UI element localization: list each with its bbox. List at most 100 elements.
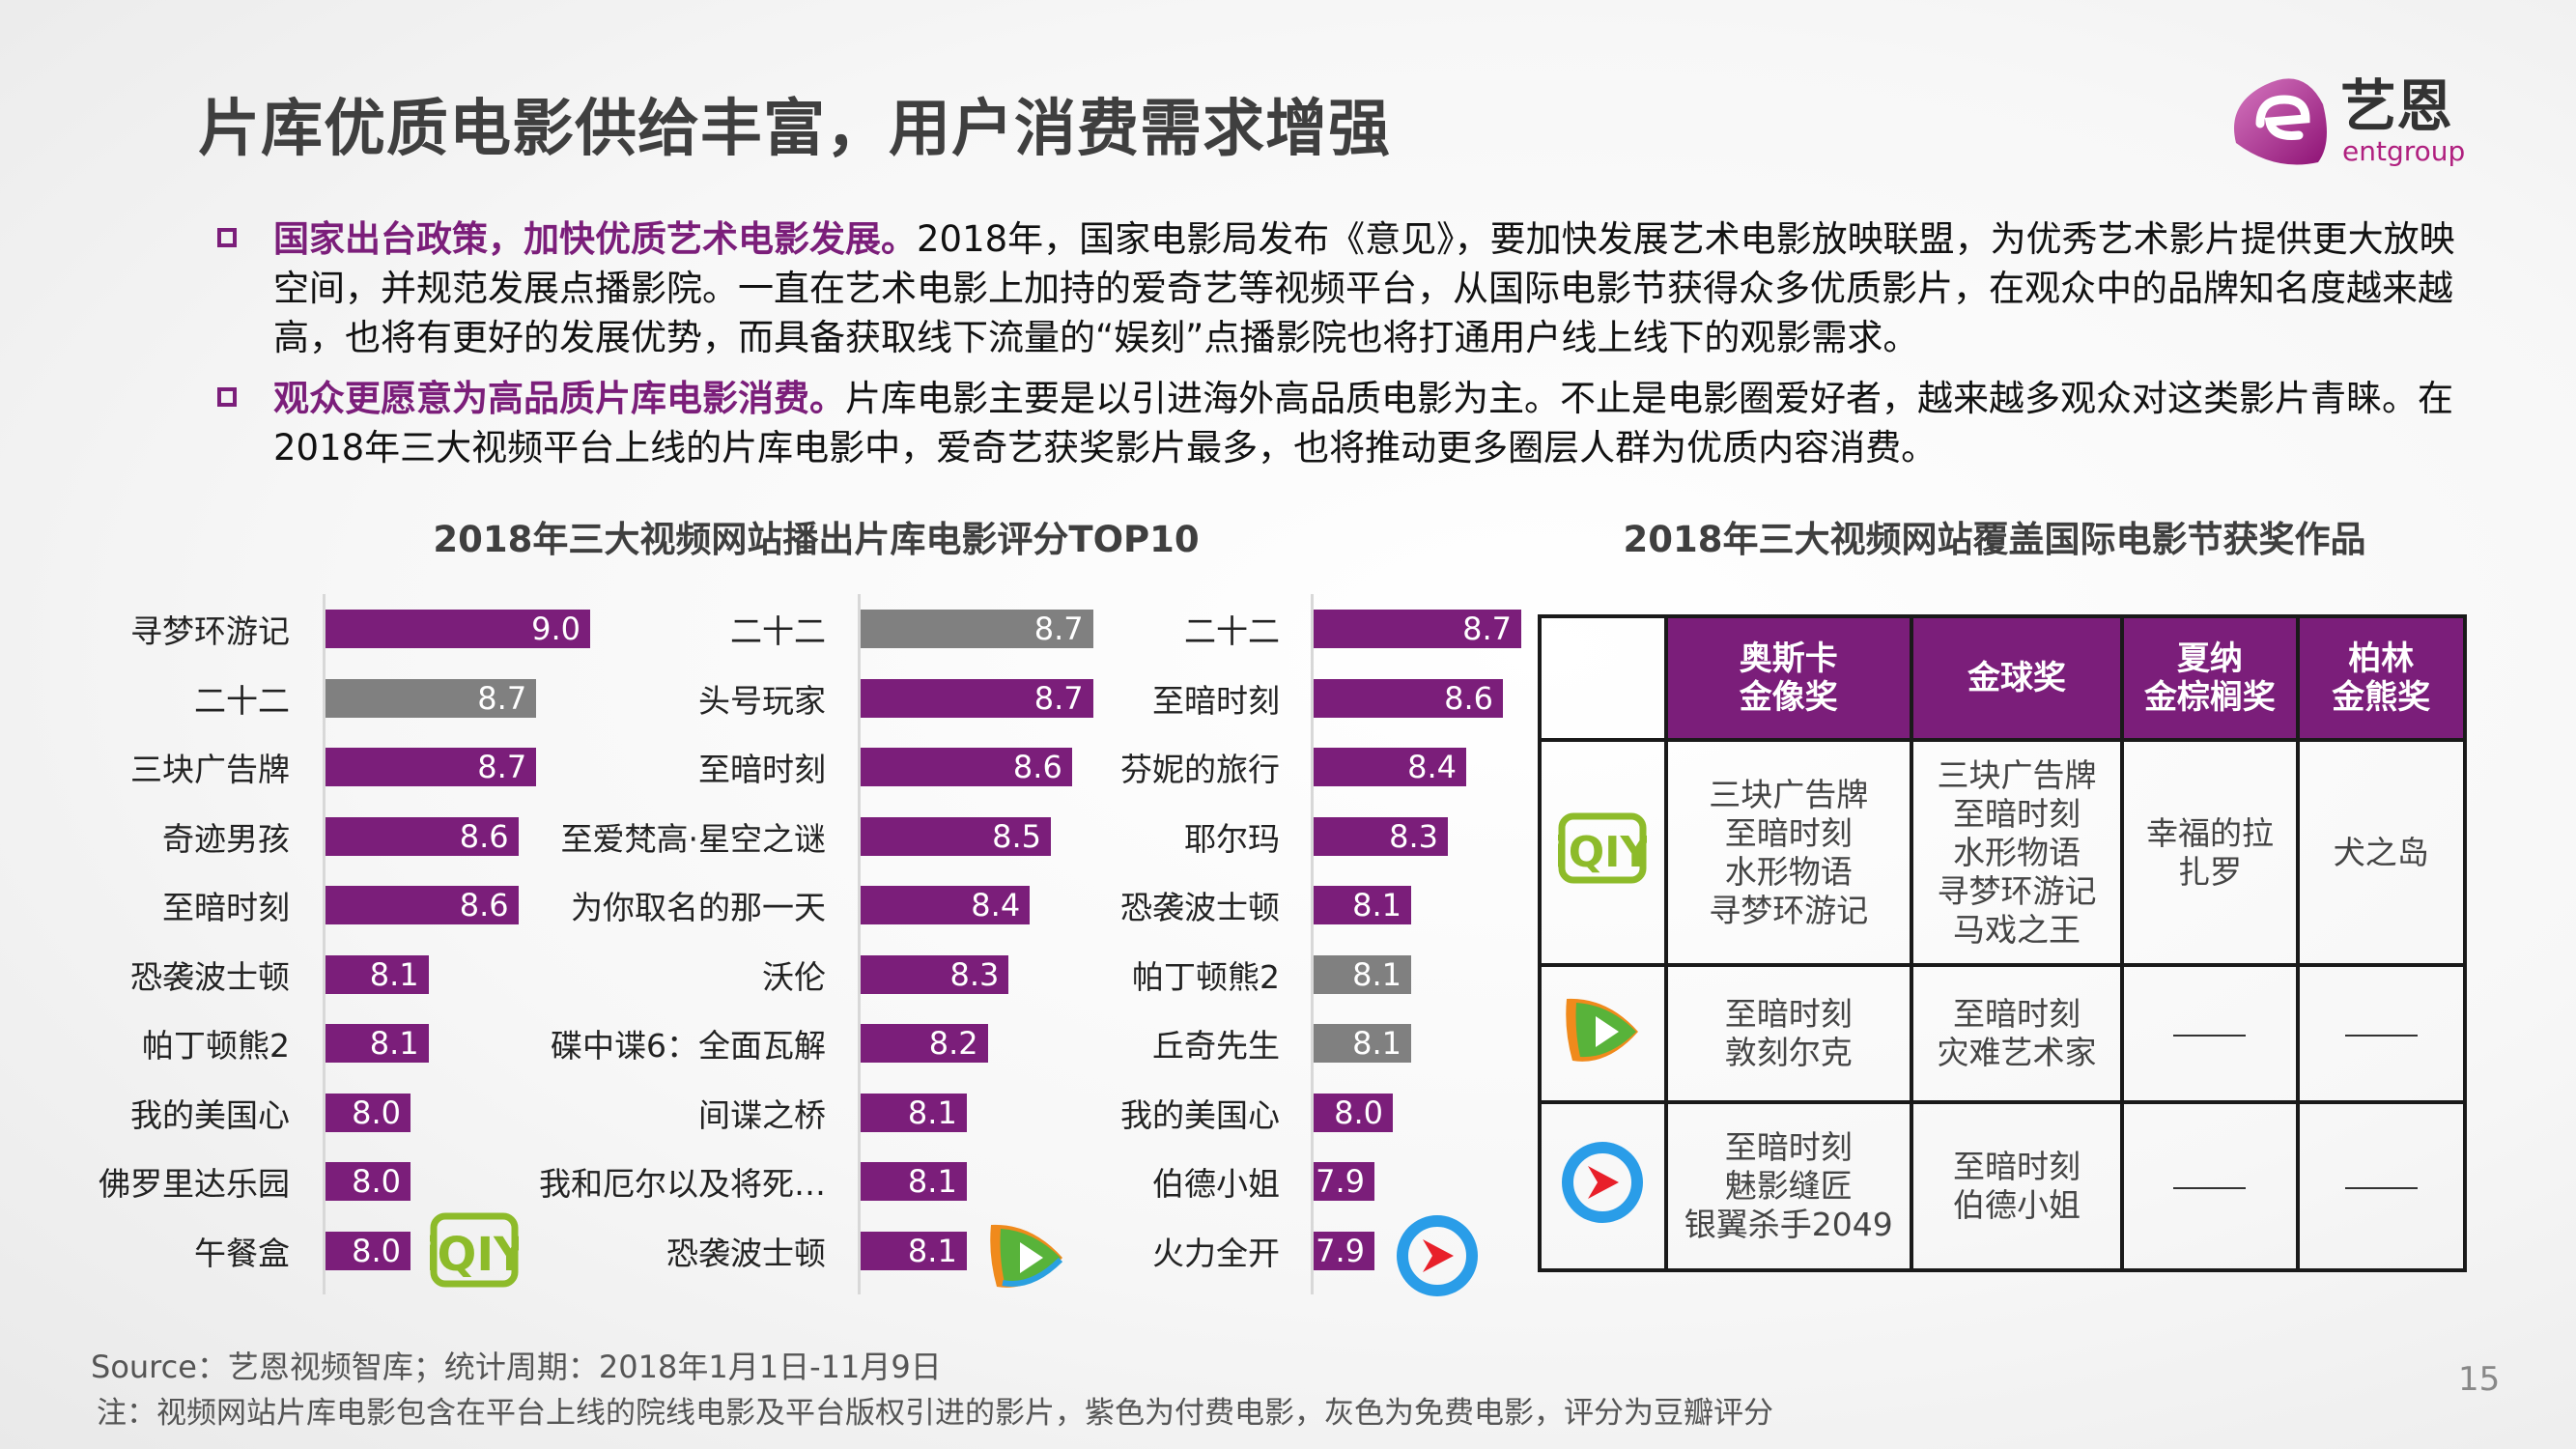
data-label: 7.9 [1316,1163,1365,1200]
category-label: 帕丁顿熊2 [1132,957,1280,996]
category-label: 芬妮的旅行 [1120,751,1280,788]
header-label: 奥斯卡 金像奖 [1739,639,1838,717]
data-label: 8.0 [352,1163,401,1200]
bar: 8.0 [326,1093,410,1132]
bar: 8.1 [326,954,429,994]
svg-text:艺恩: 艺恩 [2340,73,2452,139]
header-cannes: 夏纳 金棕榈奖 [2120,614,2300,742]
cell-text: 三块广告牌 至暗时刻 水形物语 寻梦环游记 马戏之王 [1937,755,2097,949]
table-cell: 至暗时刻 敦刻尔克 [1663,963,1913,1104]
table-cell [2295,1100,2468,1272]
data-label: 8.4 [1407,749,1457,785]
table-title: 2018年三大视频网站覆盖国际电影节获奖作品 [1623,519,2366,560]
dash-cell [2173,1014,2247,1052]
data-label: 8.4 [971,887,1021,923]
bar: 8.0 [326,1231,410,1270]
cell-text: 三块广告牌 至暗时刻 水形物语 寻梦环游记 [1709,775,1869,929]
header-label: 金球奖 [1967,659,2066,697]
bullet-consumption: 观众更愿意为高品质片库电影消费。片库电影主要是以引进海外高品质电影为主。不止是电… [217,374,2458,472]
data-label: 8.1 [1352,955,1401,993]
dash-mark [2173,1186,2247,1189]
chart-title: 2018年三大视频网站播出片库电影评分TOP10 [433,519,1200,560]
category-label: 我的美国心 [130,1095,290,1134]
header-oscar: 奥斯卡 金像奖 [1663,614,1913,742]
bullet-text: 2018年，国家电影局发布《意见》，要加快发展艺术电影放映联盟，为优秀艺术影片提… [273,218,2455,358]
table-header-row: 奥斯卡 金像奖 金球奖 夏纳 金棕榈奖 柏林 金熊奖 [1538,614,2468,742]
data-label: 8.2 [928,1025,978,1062]
bar: 8.2 [861,1024,988,1063]
bar: 8.1 [1314,1024,1411,1063]
data-label: 8.7 [1462,611,1512,647]
bar-chart-iqiyi: 寻梦环游记 9.0 二十二 8.7 三块广告牌 8.7 奇迹男孩 8.6 至暗时刻 8.6 恐袭波士… [0,594,2576,1294]
chart-axis-line [1311,594,1314,1294]
footnote: 注：视频网站片库电影包含在平台上线的院线电影及平台版权引进的影片，紫色为付费电影… [97,1396,1773,1431]
table-cell: 至暗时刻 魅影缝匠 银翼杀手2049 [1663,1100,1913,1272]
category-label: 帕丁顿熊2 [142,1027,290,1065]
category-label: 至暗时刻 [698,751,826,788]
category-label: 碟中谍6：全面瓦解 [551,1027,826,1065]
bar: 8.5 [861,816,1051,856]
bullet-text: 片库电影主要是以引进海外高品质电影为主。不止是电影圈爱好者，越来越多观众对这类影… [273,378,2453,469]
data-label: 8.1 [907,1094,957,1131]
bar: 8.1 [861,1093,967,1132]
platform-cell [1538,963,1668,1104]
category-label: 为你取名的那一天 [571,889,826,926]
tencent-video-logo-icon [1559,998,1646,1078]
category-label: 佛罗里达乐园 [99,1165,290,1203]
cell-text: 至暗时刻 魅影缝匠 银翼杀手2049 [1684,1128,1893,1243]
category-label: 丘奇先生 [1152,1027,1280,1065]
category-label: 至暗时刻 [162,889,290,926]
dash-mark [2344,1034,2418,1037]
tencent-video-logo-icon [983,1215,1070,1300]
data-label: 8.5 [992,817,1041,855]
awards-table: 奥斯卡 金像奖 金球奖 夏纳 金棕榈奖 柏林 金熊奖 iQIY 三块广告牌 至暗时刻 水形… [1538,614,2468,1272]
category-label: 寻梦环游记 [130,612,290,650]
data-label: 8.1 [907,1163,957,1200]
category-label: 沃伦 [762,957,826,996]
bar: 8.1 [1314,886,1411,924]
data-label: 9.0 [531,611,580,647]
bar: 8.7 [1314,610,1521,648]
bar: 8.4 [861,886,1031,924]
youku-logo-icon [1394,1212,1481,1303]
data-label: 8.0 [1334,1094,1383,1131]
dash-cell [2344,1167,2418,1205]
bullet-square-icon [217,228,237,247]
category-label: 恐袭波士顿 [130,957,290,996]
category-label: 我和厄尔以及将死… [539,1165,826,1203]
dash-mark [2344,1186,2418,1189]
data-label: 8.7 [1033,611,1084,647]
data-label: 8.1 [369,1025,419,1062]
bar: 8.3 [1314,816,1448,856]
bar: 8.1 [861,1162,967,1201]
page-number: 15 [2458,1360,2501,1399]
iqiyi-logo-icon: iQIY [1554,812,1653,892]
bar: 8.1 [861,1231,967,1270]
category-label: 火力全开 [1152,1234,1280,1272]
table-row: iQIY 三块广告牌 至暗时刻 水形物语 寻梦环游记 三块广告牌 至暗时刻 水形物语 寻梦环… [1538,738,2468,967]
chart-axis-line [858,594,861,1294]
category-label: 三块广告牌 [130,751,290,788]
data-label: 8.3 [1389,817,1438,855]
table-cell: 至暗时刻 伯德小姐 [1909,1100,2125,1272]
data-label: 8.6 [459,887,509,923]
cell-text: 至暗时刻 伯德小姐 [1952,1148,2081,1224]
bar: 7.9 [1314,1162,1374,1201]
bar: 8.6 [1314,678,1503,718]
bullet-highlight: 观众更愿意为高品质片库电影消费。 [273,378,845,419]
bar: 8.1 [1314,954,1411,994]
platform-cell [1538,1100,1668,1272]
bullet-policy: 国家出台政策，加快优质艺术电影发展。2018年，国家电影局发布《意见》，要加快发… [217,214,2458,362]
bar-chart-tencent: 二十二 8.7 头号玩家 8.7 至暗时刻 8.6 至爱梵高·星空之谜 8.5 为你取名的那一天… [0,594,2576,1294]
category-label: 恐袭波士顿 [666,1234,826,1272]
source-text: Source：艺恩视频智库；统计周期：2018年1月1日-11月9日 [91,1349,942,1385]
data-label: 8.1 [1352,1025,1401,1062]
bar-chart-youku: 二十二 8.7 至暗时刻 8.6 芬妮的旅行 8.4 耶尔玛 8.3 恐袭波士顿 8.1 帕丁顿熊2… [0,594,2576,1294]
data-label: 8.6 [459,817,509,855]
table-cell [2295,963,2468,1104]
bar: 8.1 [326,1024,429,1063]
category-label: 二十二 [730,612,826,650]
dash-mark [2173,1034,2247,1037]
bar: 8.3 [861,954,1009,994]
category-label: 至爱梵高·星空之谜 [560,819,827,858]
